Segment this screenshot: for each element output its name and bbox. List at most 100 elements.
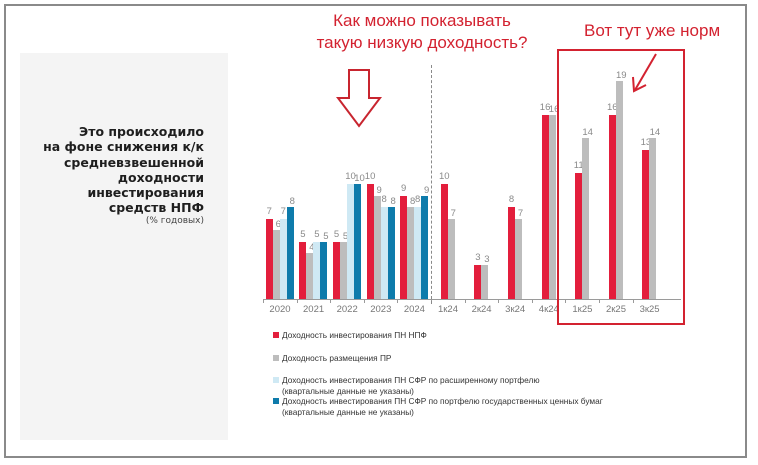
legend-swatch-sfr-ext	[273, 377, 279, 383]
bar	[440, 184, 448, 299]
bar	[508, 207, 515, 299]
bar-value-label: 3	[484, 253, 490, 265]
bar	[541, 115, 549, 299]
diagonal-arrow-icon	[632, 53, 657, 93]
bar-value-label: 8	[415, 194, 421, 205]
bar	[447, 218, 455, 299]
x-axis-tick	[531, 299, 533, 303]
bar	[615, 80, 623, 299]
panel-title-line: инвестирования	[87, 185, 205, 201]
annotation-question-line: Как можно показывать	[333, 11, 511, 30]
x-axis-label: 2020	[269, 304, 291, 315]
x-axis-tick	[498, 299, 500, 303]
bar-value-label: 8	[410, 196, 416, 207]
x-axis-label: 2022	[336, 304, 358, 315]
bar	[306, 253, 314, 299]
bar-value-label: 5	[333, 228, 340, 240]
bar-value-label: 5	[300, 228, 306, 240]
panel-title-line: средств НПФ	[108, 200, 204, 216]
side-panel	[20, 53, 228, 440]
bar	[279, 218, 287, 299]
x-axis-tick	[397, 299, 399, 303]
bar-value-label: 5	[314, 228, 320, 240]
x-axis	[263, 299, 681, 300]
bar-value-label: 5	[342, 230, 349, 242]
bar	[642, 149, 650, 299]
bar-value-label: 9	[401, 182, 407, 194]
bar-value-label: 10	[439, 171, 450, 182]
x-axis-label: 2023	[370, 304, 392, 315]
x-axis-label: 3к24	[505, 304, 526, 315]
bar-value-label: 8	[390, 196, 396, 207]
bar	[286, 207, 294, 299]
bar-value-label: 6	[275, 219, 281, 230]
bar	[474, 264, 482, 299]
x-axis-tick	[632, 299, 634, 303]
bar	[272, 230, 280, 299]
legend-note: (квартальные данные не указаны)	[282, 406, 414, 417]
x-axis-tick	[599, 299, 600, 303]
legend-label: Доходность инвестирования ПН СФР по расш…	[282, 375, 540, 385]
bar	[582, 138, 590, 299]
legend-item-sfr-gov: Доходность инвестирования ПН СФР по порт…	[273, 396, 693, 417]
legend-label: Доходность инвестирования ПН СФР по порт…	[282, 396, 603, 406]
bar-value-label: 16	[548, 104, 560, 115]
bar	[333, 241, 340, 299]
bar	[366, 184, 374, 299]
annotation-question-line: такую низкую доходность?	[316, 33, 528, 52]
bar-value-label: 9	[424, 184, 430, 196]
panel-title-line: Это происходило	[79, 124, 204, 139]
legend-note: (квартальные данные не указаны)	[282, 385, 414, 396]
legend-label: Доходность инвестирования ПН НПФ	[282, 330, 427, 340]
x-axis-label: 1к24	[437, 304, 458, 315]
x-axis-tick	[263, 299, 264, 303]
bar	[649, 138, 657, 299]
frame-left-border	[4, 4, 6, 458]
bar	[515, 218, 522, 299]
legend-swatch-npf	[273, 332, 279, 338]
x-axis-tick	[464, 299, 466, 303]
bar-value-label: 10	[364, 171, 376, 182]
legend-swatch-pr	[273, 354, 279, 361]
frame-right-border	[745, 4, 747, 458]
x-axis-tick	[363, 299, 365, 303]
bar-value-label: 3	[475, 251, 481, 263]
bar-value-label: 7	[280, 205, 286, 217]
annotation-ok: Вот тут уже норм	[584, 21, 721, 40]
panel-title-line: средневзвешенной	[64, 154, 204, 170]
bar-value-label: 8	[289, 196, 295, 207]
bar	[400, 195, 408, 299]
x-axis-label: 2к25	[605, 304, 626, 315]
bar-value-label: 16	[539, 102, 551, 113]
legend-item-sfr-ext: Доходность инвестирования ПН СФР по расш…	[273, 375, 693, 396]
frame-bottom-border	[4, 456, 746, 458]
bar-value-label: 14	[582, 127, 593, 138]
bar	[407, 207, 415, 299]
bar-value-label: 13	[640, 136, 652, 148]
x-axis-tick	[565, 299, 567, 303]
panel-subtitle: (% годовых)	[145, 215, 204, 226]
bar-value-label: 8	[381, 194, 387, 205]
bar-value-label: 7	[450, 207, 456, 219]
bar-value-label: 14	[649, 127, 661, 138]
x-axis-tick	[330, 299, 332, 303]
panel-title-line: на фоне снижения к/к	[43, 139, 204, 155]
bar-value-label: 10	[345, 171, 356, 182]
x-axis-label: 3к25	[639, 304, 660, 315]
year-quarter-divider	[431, 65, 432, 304]
legend-swatch-sfr-gov	[273, 398, 279, 404]
frame-top-border	[4, 4, 746, 6]
bar	[340, 241, 347, 299]
x-axis-label: 2024	[403, 304, 425, 315]
bar-value-label: 11	[573, 159, 584, 171]
bar	[608, 115, 616, 299]
bar	[354, 184, 361, 299]
chart-legend: Доходность инвестирования ПН НПФ Доходно…	[273, 330, 693, 417]
annotation-question: Как можно показывать такую низкую доходн…	[272, 10, 572, 54]
bar	[320, 241, 328, 299]
bar-value-label: 4	[309, 242, 315, 253]
panel-title-line: доходности	[117, 169, 204, 185]
bar	[373, 195, 381, 299]
x-axis-tick	[296, 299, 298, 303]
